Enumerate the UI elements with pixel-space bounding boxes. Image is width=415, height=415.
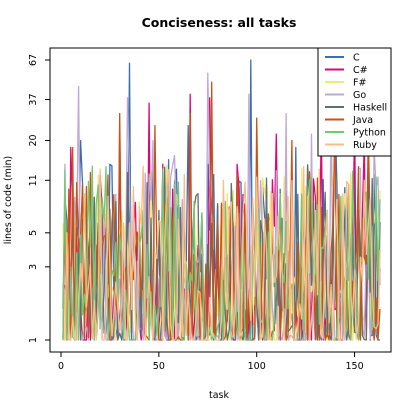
series-layer	[62, 59, 381, 341]
legend-label: Ruby	[353, 140, 377, 151]
legend-box	[317, 47, 392, 157]
legend-label: Go	[353, 90, 366, 101]
x-tick-label: 0	[58, 361, 64, 372]
y-tick-label: 1	[28, 337, 39, 343]
x-axis-label: task	[209, 390, 229, 401]
y-axis: 1 3 5 11 20 37 67	[28, 54, 51, 343]
series-line-ruby	[63, 165, 381, 341]
series-line-java	[62, 81, 381, 341]
y-tick-label: 3	[28, 264, 39, 270]
legend-label: C#	[353, 65, 368, 76]
legend-label: F#	[353, 78, 366, 89]
y-tick-label: 11	[28, 174, 39, 186]
chart-title: Conciseness: all tasks	[142, 15, 297, 30]
x-tick-label: 150	[345, 361, 363, 372]
x-axis: 0 50 100 150	[58, 351, 364, 372]
x-tick-label: 50	[153, 361, 165, 372]
legend-label: Java	[352, 115, 373, 126]
y-tick-label: 5	[28, 230, 39, 236]
series-line-haskell	[62, 164, 381, 341]
legend-label: Python	[353, 128, 386, 139]
y-tick-label: 20	[28, 134, 39, 146]
x-tick-label: 100	[248, 361, 266, 372]
y-axis-label: lines of code (min)	[3, 156, 14, 245]
y-tick-label: 37	[28, 93, 39, 105]
y-tick-label: 67	[28, 54, 39, 66]
legend-label: C	[353, 53, 360, 64]
series-line-python	[62, 165, 381, 341]
legend-label: Haskell	[353, 103, 387, 114]
